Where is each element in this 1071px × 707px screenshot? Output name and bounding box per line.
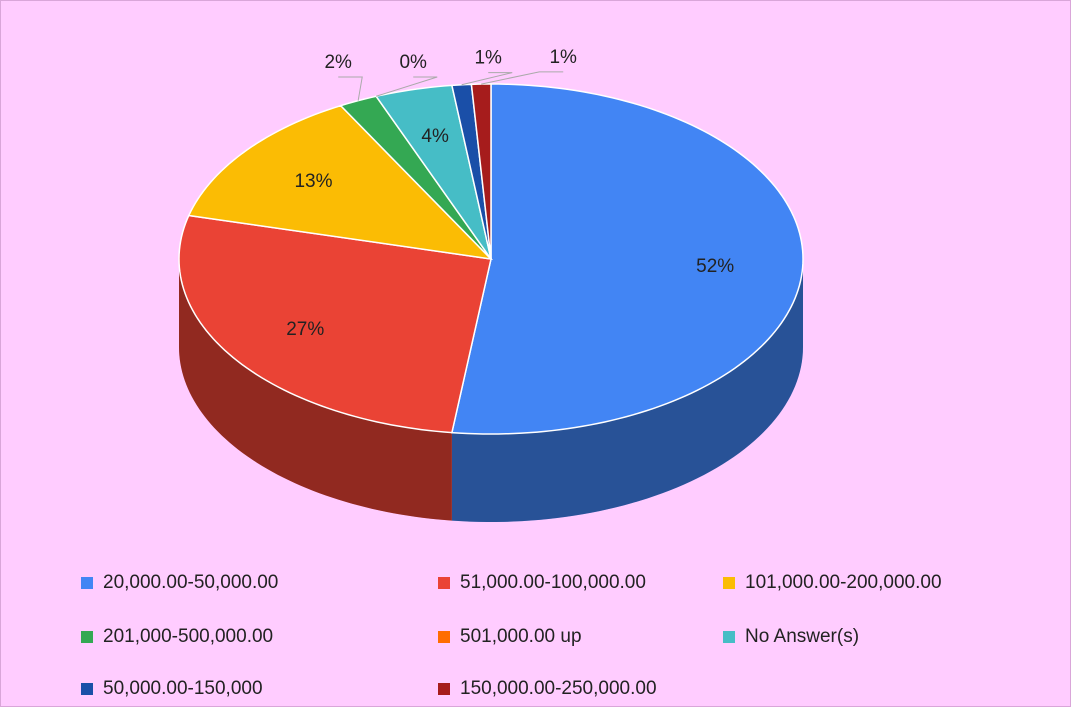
slice-side bbox=[179, 259, 452, 521]
legend-swatch bbox=[723, 631, 735, 643]
legend-swatch bbox=[438, 631, 450, 643]
legend-label: No Answer(s) bbox=[745, 626, 859, 647]
legend-label: 150,000.00-250,000.00 bbox=[460, 678, 657, 699]
slice bbox=[470, 83, 492, 260]
slice bbox=[187, 104, 494, 261]
legend-label: 20,000.00-50,000.00 bbox=[103, 572, 278, 593]
data-label: 27% bbox=[286, 319, 324, 340]
legend-swatch bbox=[723, 577, 735, 589]
legend-swatch bbox=[81, 683, 93, 695]
legend-swatch bbox=[81, 631, 93, 643]
leader-line bbox=[461, 72, 513, 86]
legend-swatch bbox=[438, 577, 450, 589]
legend-label: 50,000.00-150,000 bbox=[103, 678, 263, 699]
leader-line bbox=[375, 76, 438, 97]
legend-label: 501,000.00 up bbox=[460, 626, 582, 647]
data-label: 4% bbox=[421, 126, 449, 147]
slice bbox=[450, 83, 804, 435]
data-label: 1% bbox=[549, 47, 577, 68]
data-label: 52% bbox=[696, 256, 734, 277]
slice-side-shade bbox=[179, 259, 452, 521]
slice bbox=[339, 95, 492, 260]
slice bbox=[374, 84, 492, 260]
legend-label: 101,000.00-200,000.00 bbox=[745, 572, 942, 593]
data-label: 1% bbox=[474, 48, 502, 69]
slice-side bbox=[451, 259, 803, 522]
legend-swatch bbox=[81, 577, 93, 589]
leader-line bbox=[338, 76, 363, 101]
slice bbox=[178, 214, 492, 434]
legend-label: 51,000.00-100,000.00 bbox=[460, 572, 646, 593]
legend-label: 201,000-500,000.00 bbox=[103, 626, 273, 647]
leader-line bbox=[481, 71, 564, 85]
data-label: 2% bbox=[324, 52, 352, 73]
slice-side-shade bbox=[451, 259, 803, 522]
data-label: 0% bbox=[399, 52, 427, 73]
data-label: 13% bbox=[294, 171, 332, 192]
legend-swatch bbox=[438, 683, 450, 695]
